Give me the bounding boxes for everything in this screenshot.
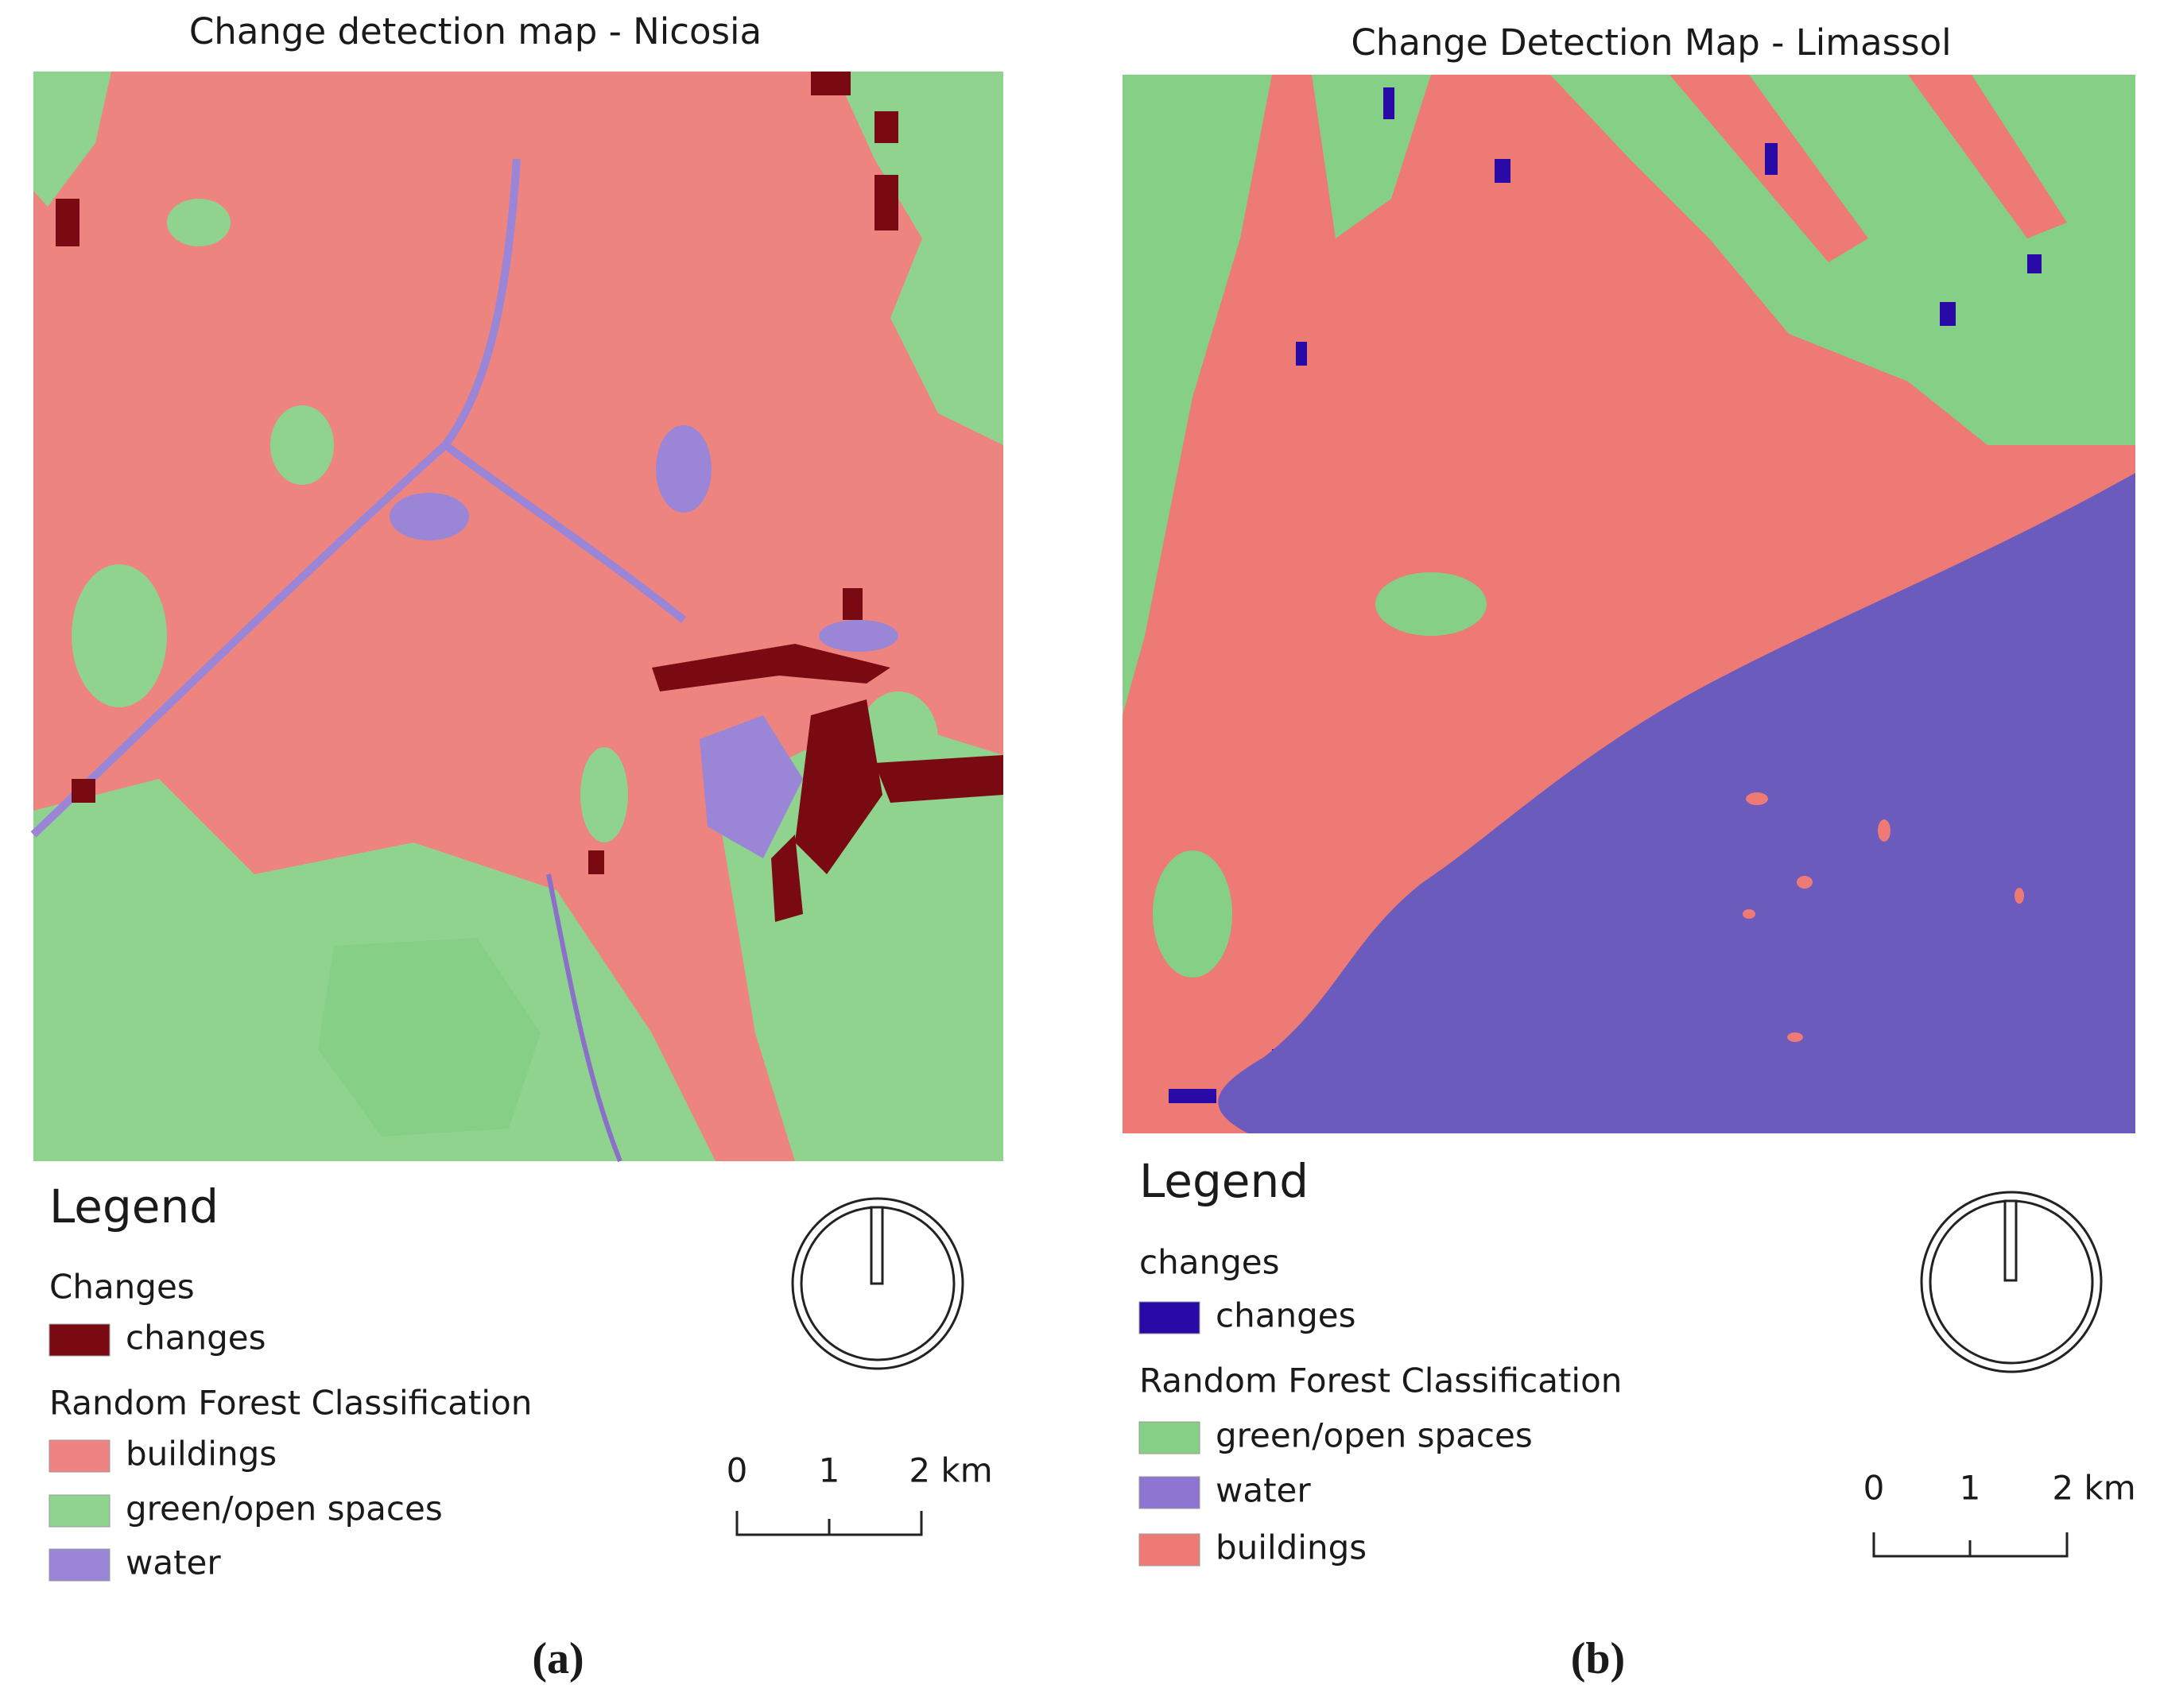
scale-label: 2 km <box>2052 1469 2135 1508</box>
scale-label: 1 <box>1960 1469 1981 1508</box>
map-limassol <box>1123 75 2135 1133</box>
scale-label: 2 km <box>909 1451 992 1490</box>
legend-swatch <box>48 1548 111 1582</box>
legend-label: green/open spaces <box>126 1489 443 1528</box>
legend-label: buildings <box>126 1435 277 1474</box>
legend-label: water <box>126 1543 221 1582</box>
legend-group: Changes <box>49 1268 195 1307</box>
scale-label: 0 <box>1863 1469 1885 1508</box>
legend-label: green/open spaces <box>1216 1416 1533 1455</box>
legend-swatch <box>1138 1533 1200 1567</box>
legend-label: changes <box>1216 1296 1355 1335</box>
caption: (b) <box>1571 1634 1625 1683</box>
legend-label: changes <box>126 1319 266 1357</box>
legend-label: buildings <box>1216 1528 1367 1567</box>
scale-label: 1 <box>819 1451 840 1490</box>
map-nicosia <box>30 72 1003 1163</box>
legend-swatch <box>1138 1301 1200 1334</box>
map-title: Change Detection Map - Limassol <box>1351 21 1951 64</box>
legend-swatch <box>1138 1421 1200 1454</box>
legend-title: Legend <box>49 1179 219 1234</box>
legend-group: Random Forest Classification <box>49 1384 532 1423</box>
scale-bars <box>735 1511 2069 1558</box>
legend-group: Random Forest Classification <box>1139 1361 1622 1400</box>
legend-group: changes <box>1139 1243 1279 1282</box>
legend-swatch <box>1138 1476 1200 1509</box>
caption: (a) <box>532 1634 584 1683</box>
scale-label: 0 <box>727 1451 748 1490</box>
legend-title: Legend <box>1139 1154 1309 1208</box>
legend-swatch <box>48 1323 111 1357</box>
legend-swatch <box>48 1494 111 1528</box>
map-title: Change detection map - Nicosia <box>189 10 762 52</box>
legend-swatch <box>48 1439 111 1473</box>
north-arrows <box>791 1191 2103 1373</box>
legend-label: water <box>1216 1471 1311 1510</box>
